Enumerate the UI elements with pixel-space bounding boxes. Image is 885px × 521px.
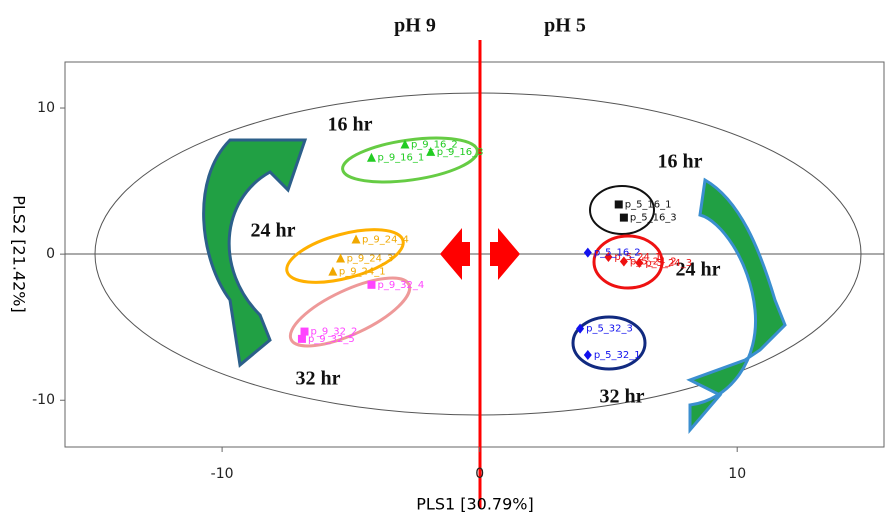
x-axis-label: PLS1 [30.79%] bbox=[416, 495, 533, 514]
point bbox=[336, 254, 345, 263]
point-label: p_5_16_3 bbox=[630, 213, 677, 224]
point bbox=[367, 281, 375, 289]
point-label: p_9_16_1 bbox=[377, 153, 424, 164]
point bbox=[352, 235, 361, 244]
point bbox=[584, 350, 592, 360]
point bbox=[298, 335, 306, 343]
point-label: p_9_24_3 bbox=[347, 254, 394, 265]
y-axis-label: PLS2 [21.42%] bbox=[10, 195, 29, 312]
y-tick-label: 10 bbox=[37, 100, 55, 116]
point bbox=[328, 267, 337, 276]
curved-arrow bbox=[690, 180, 785, 430]
annotation: 24 hr bbox=[251, 220, 296, 242]
annotation: 32 hr bbox=[296, 368, 341, 390]
point-label: p_5_16_1 bbox=[625, 199, 672, 210]
chart: PLS1 [30.79%] PLS2 [21.42%] -10 0 10 -10 0 10… bbox=[0, 0, 885, 521]
point-label: p_9_32_2 bbox=[311, 327, 358, 338]
arrow bbox=[490, 228, 520, 280]
y-tick-label: -10 bbox=[32, 392, 55, 408]
y-tick-label: 0 bbox=[46, 246, 55, 262]
arrow bbox=[440, 228, 470, 280]
point-label: p_5_32_1 bbox=[594, 350, 641, 361]
point-label: p_9_24_4 bbox=[362, 235, 409, 246]
point-label: p_9_24_1 bbox=[339, 267, 386, 278]
point-label: p_5_24_3 bbox=[645, 258, 692, 269]
point-label: p_5_16_2 bbox=[594, 248, 641, 259]
point-label: p_5_32_3 bbox=[586, 324, 633, 335]
x-tick-label: 10 bbox=[728, 466, 746, 482]
annotation: 16 hr bbox=[658, 151, 703, 173]
point bbox=[615, 200, 623, 208]
annotation: pH 5 bbox=[544, 15, 586, 37]
point bbox=[620, 214, 628, 222]
point bbox=[301, 328, 309, 336]
point-label: p_9_32_4 bbox=[377, 280, 424, 291]
x-tick-label: 0 bbox=[475, 466, 484, 482]
x-tick-label: -10 bbox=[211, 466, 234, 482]
annotation: 16 hr bbox=[328, 114, 373, 136]
annotation: pH 9 bbox=[394, 15, 436, 37]
point bbox=[584, 248, 592, 258]
point-label: p_9_16_3 bbox=[437, 147, 484, 158]
annotation: 32 hr bbox=[600, 386, 645, 408]
point bbox=[367, 153, 376, 162]
